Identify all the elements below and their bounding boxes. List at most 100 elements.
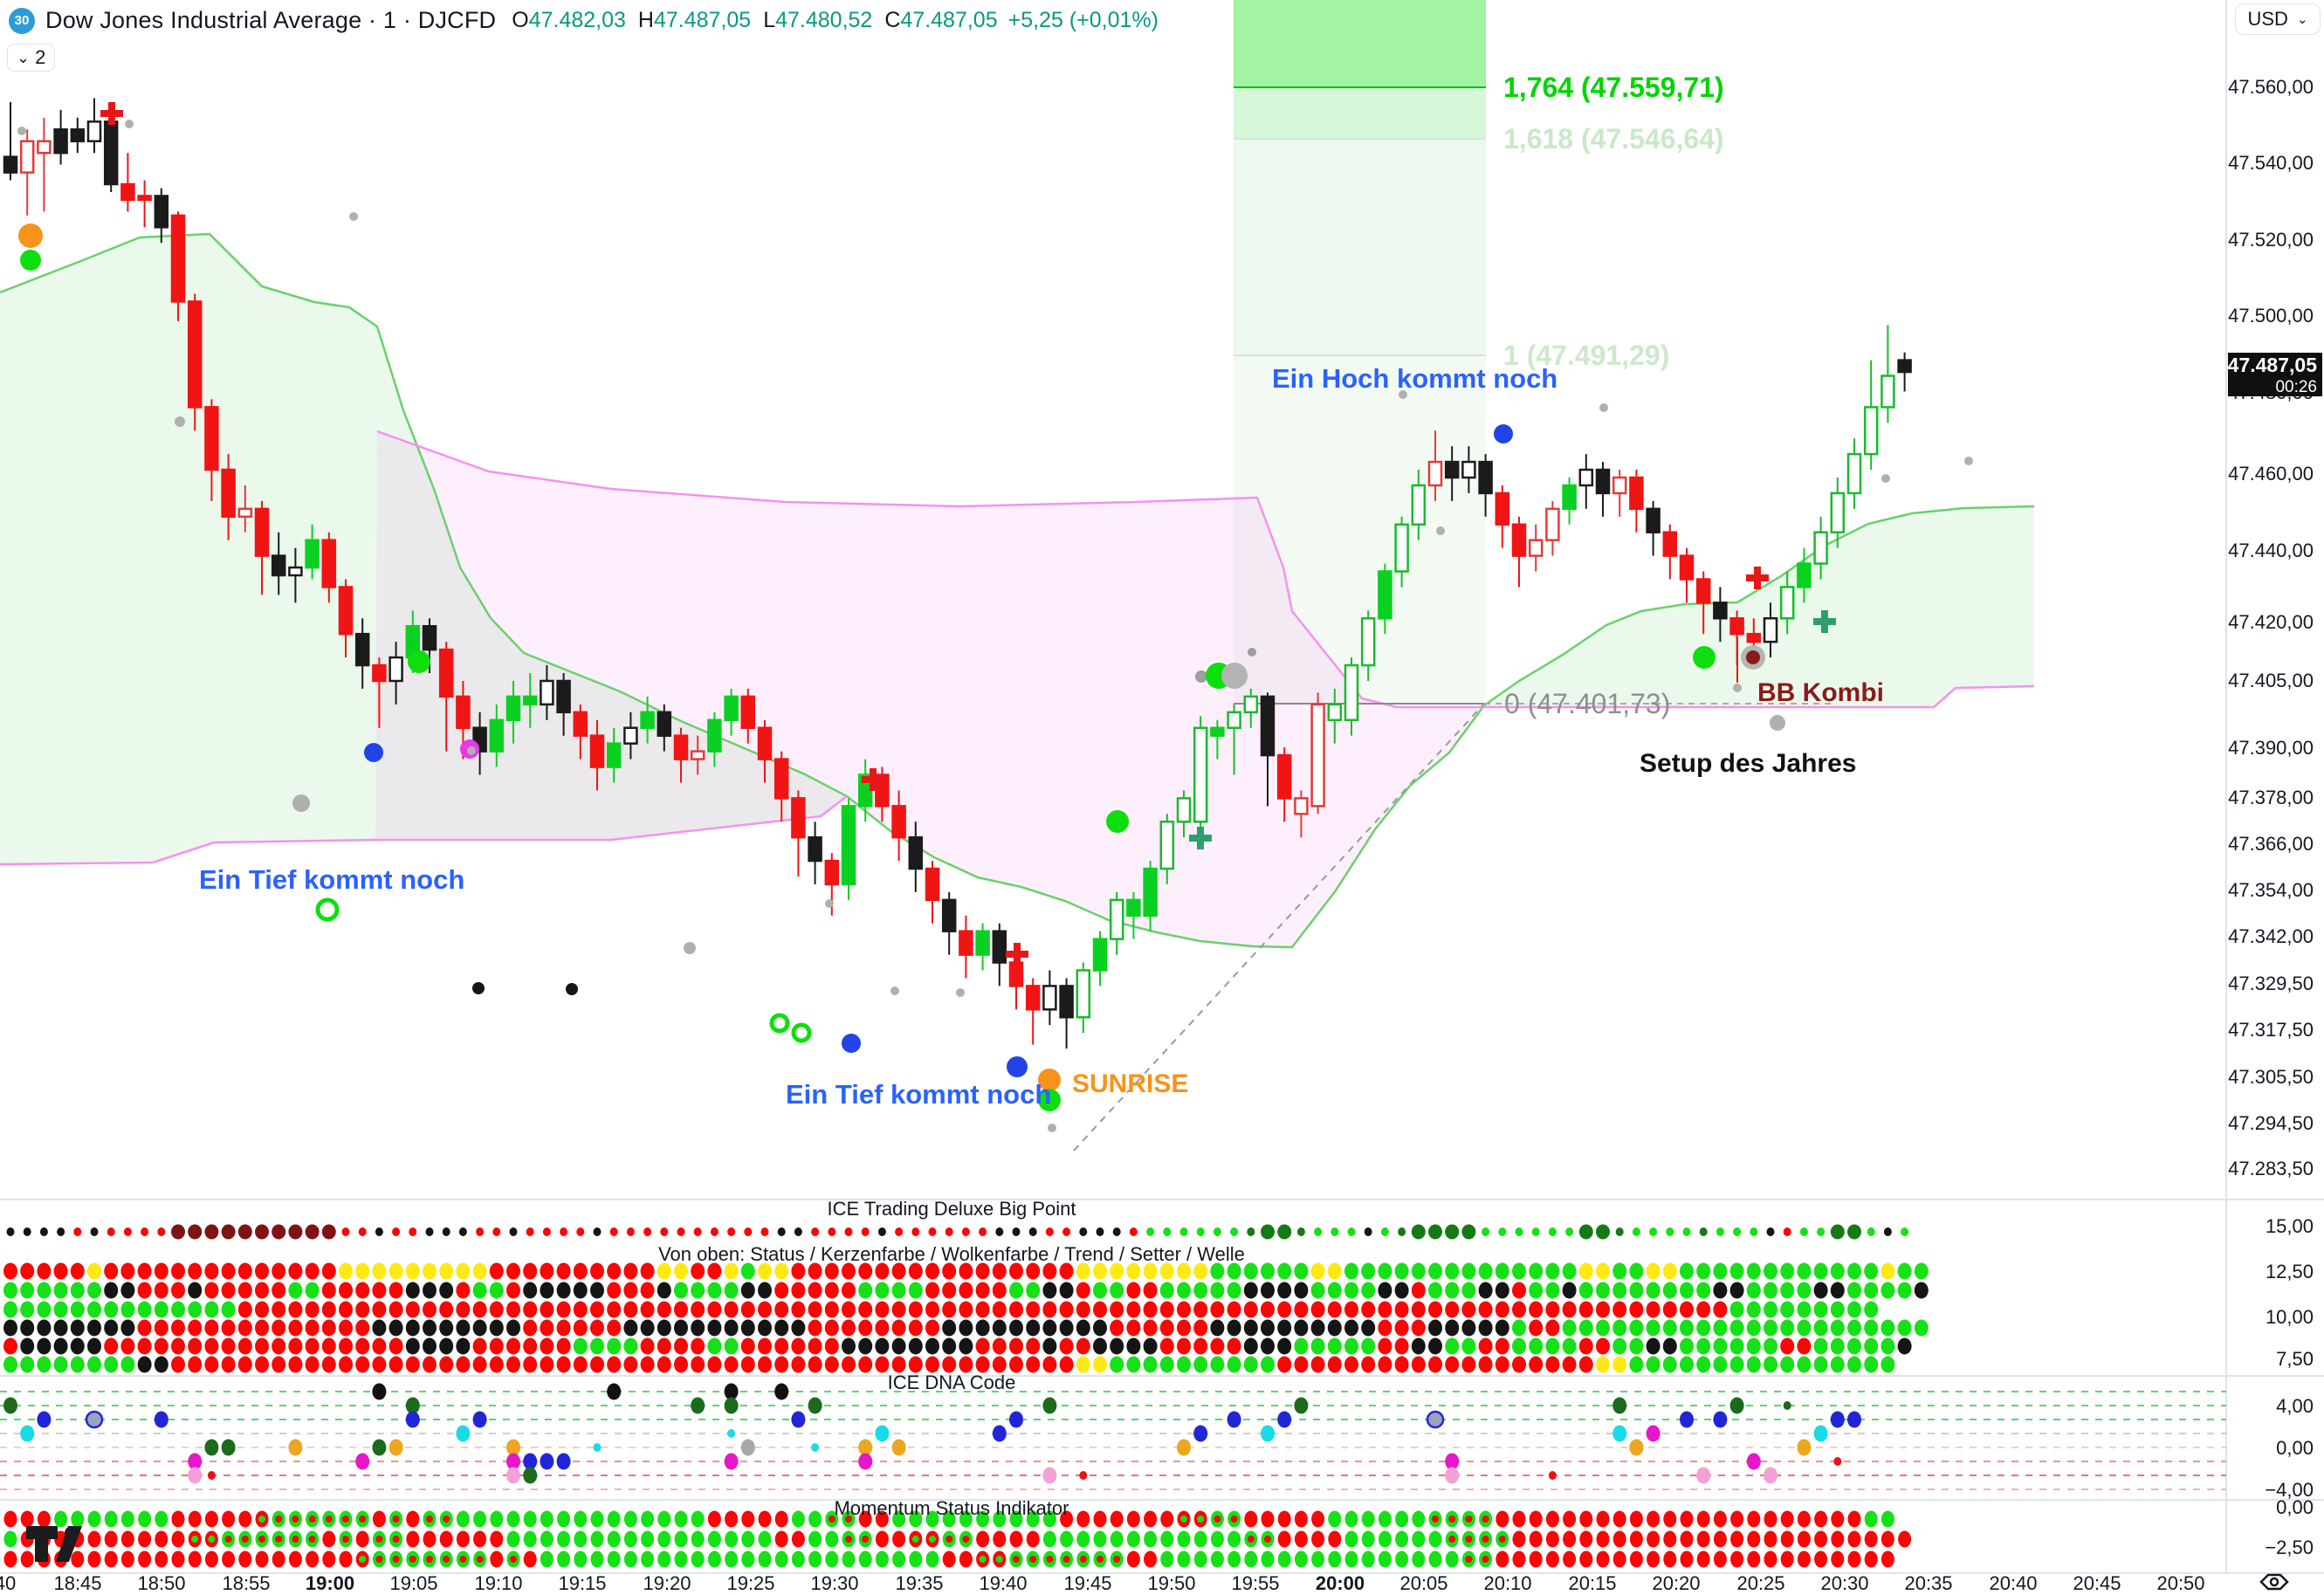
price-axis-label[interactable]: 47.440,00 bbox=[2228, 540, 2314, 561]
price-axis-label[interactable]: 47.420,00 bbox=[2228, 611, 2314, 633]
dot bbox=[1780, 1510, 1794, 1528]
time-axis-label[interactable]: 19:45 bbox=[1063, 1572, 1111, 1594]
price-axis-label[interactable]: 47.520,00 bbox=[2228, 229, 2314, 251]
tradingview-logo[interactable] bbox=[26, 1526, 82, 1562]
time-axis-label[interactable]: 19:20 bbox=[643, 1572, 691, 1594]
time-axis-label[interactable]: 19:00 bbox=[306, 1572, 354, 1594]
time-axis-label[interactable]: 18:55 bbox=[222, 1572, 270, 1594]
dot bbox=[1578, 1262, 1593, 1280]
time-axis-label[interactable]: 19:40 bbox=[979, 1572, 1027, 1594]
price-axis-label[interactable]: 47.283,50 bbox=[2228, 1158, 2314, 1179]
dot bbox=[1160, 1530, 1174, 1548]
price-axis-label[interactable]: 7,50 bbox=[2276, 1348, 2314, 1370]
time-axis-label[interactable]: 40 bbox=[0, 1572, 16, 1594]
price-axis-label[interactable]: 10,00 bbox=[2266, 1306, 2314, 1328]
currency-dropdown[interactable]: USD ⌄ bbox=[2235, 3, 2321, 35]
dot bbox=[489, 1337, 504, 1355]
price-axis-label[interactable]: 4,00 bbox=[2276, 1395, 2314, 1417]
time-axis-label[interactable]: 19:05 bbox=[389, 1572, 437, 1594]
dot bbox=[204, 1510, 218, 1528]
timescale-settings-icon[interactable] bbox=[2259, 1573, 2289, 1591]
dot bbox=[120, 1550, 134, 1568]
dot bbox=[425, 1227, 434, 1236]
time-axis-label[interactable]: 19:25 bbox=[726, 1572, 774, 1594]
price-axis-label[interactable]: 47.460,00 bbox=[2228, 463, 2314, 485]
green-ring-marker bbox=[791, 1022, 812, 1043]
time-axis-label[interactable]: 20:10 bbox=[1483, 1572, 1531, 1594]
von-oben-row-wolkenfarbe bbox=[3, 1301, 1879, 1318]
price-axis-label[interactable]: 0,00 bbox=[2276, 1437, 2314, 1459]
time-axis-label[interactable]: 20:05 bbox=[1399, 1572, 1447, 1594]
dot bbox=[1764, 1282, 1777, 1299]
price-axis-label[interactable]: 47.305,50 bbox=[2228, 1066, 2314, 1088]
dot bbox=[1847, 1224, 1861, 1240]
dot bbox=[355, 1282, 370, 1299]
dot bbox=[1411, 1224, 1426, 1240]
dot bbox=[1881, 1337, 1895, 1355]
price-axis-label[interactable]: 47.342,00 bbox=[2228, 925, 2314, 947]
time-axis-label[interactable]: 20:15 bbox=[1568, 1572, 1616, 1594]
price-axis-label[interactable]: 47.378,00 bbox=[2228, 787, 2314, 808]
time-axis-label[interactable]: 20:20 bbox=[1652, 1572, 1700, 1594]
dna-dot bbox=[1009, 1411, 1023, 1428]
price-axis-label[interactable]: 47.500,00 bbox=[2228, 305, 2314, 327]
time-axis-label[interactable]: 20:50 bbox=[2156, 1572, 2204, 1594]
dot bbox=[1646, 1262, 1660, 1280]
dot bbox=[560, 1227, 568, 1236]
dot bbox=[1294, 1282, 1309, 1299]
time-axis-label[interactable]: 19:30 bbox=[810, 1572, 858, 1594]
price-axis-label[interactable]: 15,00 bbox=[2266, 1215, 2314, 1237]
price-axis-label[interactable]: 47.405,00 bbox=[2228, 670, 2314, 691]
dot bbox=[925, 1262, 939, 1280]
time-axis-label[interactable]: 20:25 bbox=[1736, 1572, 1784, 1594]
price-axis-label[interactable]: 47.294,50 bbox=[2228, 1112, 2314, 1134]
price-axis-label[interactable]: −2,50 bbox=[2265, 1537, 2314, 1558]
price-axis-label[interactable]: 47.317,50 bbox=[2228, 1019, 2314, 1041]
dna-dot bbox=[724, 1397, 739, 1414]
dot bbox=[707, 1337, 722, 1355]
price-axis-label[interactable]: 12,50 bbox=[2266, 1261, 2314, 1282]
object-tree-collapse-button[interactable]: ⌄ 2 bbox=[7, 44, 56, 72]
dot bbox=[1830, 1262, 1845, 1280]
ohlc-values: O47.482,03 H47.487,05 L47.480,52 C47.487… bbox=[512, 8, 997, 33]
dot bbox=[992, 1337, 1007, 1355]
time-axis-label[interactable]: 19:50 bbox=[1147, 1572, 1195, 1594]
time-axis-label[interactable]: 18:50 bbox=[137, 1572, 185, 1594]
time-axis-label[interactable]: 19:10 bbox=[474, 1572, 522, 1594]
time-axis-label[interactable]: 19:15 bbox=[558, 1572, 606, 1594]
price-axis-label[interactable]: 47.540,00 bbox=[2228, 152, 2314, 174]
dot bbox=[1646, 1337, 1660, 1355]
dot bbox=[288, 1282, 303, 1299]
dot bbox=[1461, 1282, 1476, 1299]
dot bbox=[1847, 1337, 1861, 1355]
time-axis-label[interactable]: 18:45 bbox=[53, 1572, 101, 1594]
candle-body bbox=[204, 406, 219, 471]
dot bbox=[1361, 1282, 1376, 1299]
price-axis-label[interactable]: 47.560,00 bbox=[2228, 76, 2314, 98]
price-axis-label[interactable]: −4,00 bbox=[2265, 1479, 2314, 1501]
time-axis-label[interactable]: 20:00 bbox=[1316, 1572, 1365, 1594]
price-axis-label[interactable]: 47.390,00 bbox=[2228, 737, 2314, 759]
dot bbox=[1361, 1319, 1376, 1337]
dot bbox=[1495, 1301, 1509, 1318]
fib-zero-label: 0 (47.401,73) bbox=[1504, 688, 1670, 719]
price-axis-label[interactable]: 47.329,50 bbox=[2228, 973, 2314, 994]
dot bbox=[1780, 1550, 1794, 1568]
time-axis-label[interactable]: 19:55 bbox=[1231, 1572, 1279, 1594]
time-axis-label[interactable]: 20:45 bbox=[2073, 1572, 2121, 1594]
dot bbox=[423, 1530, 437, 1548]
time-axis-label[interactable]: 20:40 bbox=[1989, 1572, 2037, 1594]
time-axis-label[interactable]: 19:35 bbox=[895, 1572, 943, 1594]
price-axis-label[interactable]: 47.366,00 bbox=[2228, 833, 2314, 855]
dot bbox=[3, 1530, 17, 1548]
dot bbox=[1247, 1227, 1255, 1236]
symbol-title[interactable]: Dow Jones Industrial Average · 1 · DJCFD bbox=[45, 7, 497, 33]
price-axis-label[interactable]: 0,00 bbox=[2276, 1496, 2314, 1518]
time-axis-label[interactable]: 20:30 bbox=[1820, 1572, 1868, 1594]
price-axis-label[interactable]: 47.354,00 bbox=[2228, 879, 2314, 901]
symbol-logo[interactable]: 30 bbox=[9, 7, 35, 34]
time-axis-label[interactable]: 20:35 bbox=[1904, 1572, 1952, 1594]
dot bbox=[221, 1301, 236, 1318]
dot bbox=[405, 1301, 420, 1318]
